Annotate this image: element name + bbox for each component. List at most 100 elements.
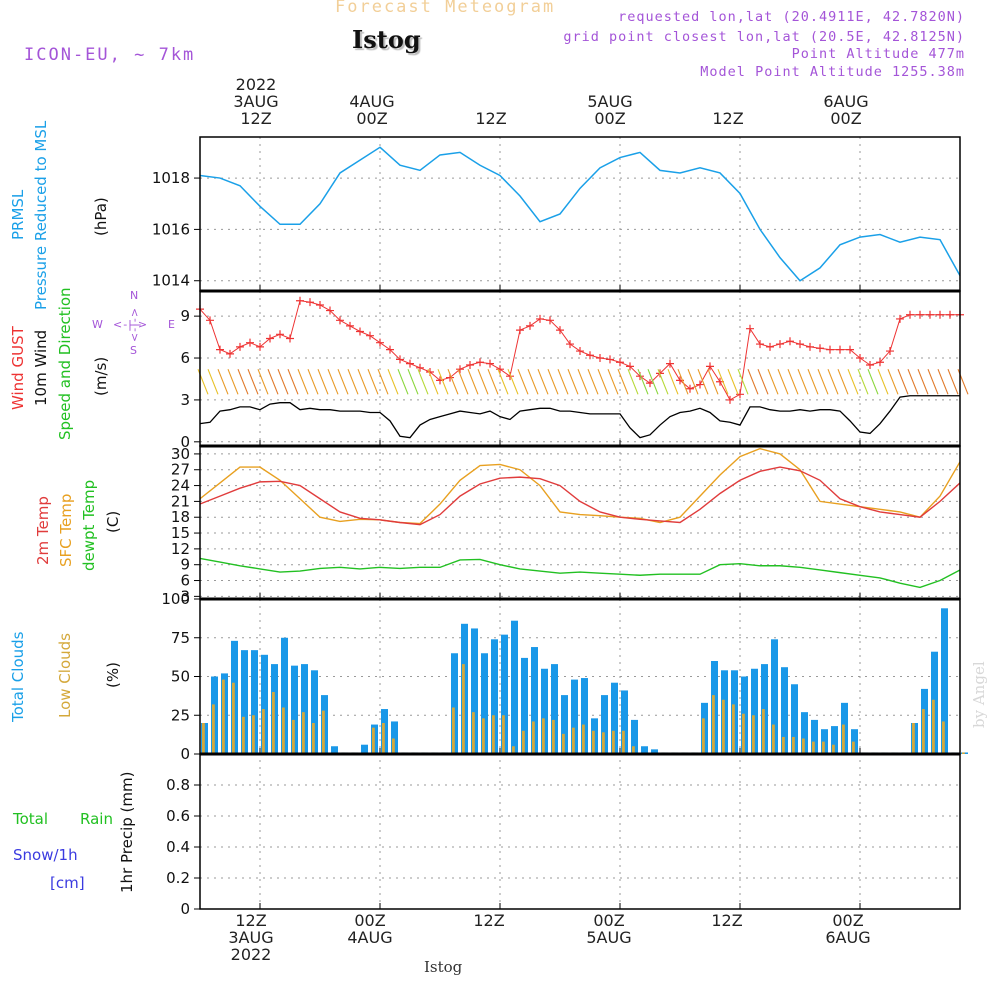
gust-marker-55 xyxy=(746,324,754,333)
total-cloud-bar-57 xyxy=(771,639,778,754)
gust-marker-34 xyxy=(536,314,544,323)
bottom-tick-1: 00Z 4AUG xyxy=(340,912,400,946)
clouds-ytick-label-0: 0 xyxy=(180,745,190,763)
wind-arrow-66 xyxy=(857,368,869,395)
gridpoint-coords: grid point closest lon,lat (20.5E, 42.81… xyxy=(563,29,965,45)
clouds-ytick-label-4: 100 xyxy=(161,590,190,608)
pressure-panel-frame xyxy=(199,136,961,292)
wind-panel-frame xyxy=(199,290,961,447)
model-label: ICON-EU, ~ 7km xyxy=(24,45,196,65)
wind-arrow-62 xyxy=(817,368,829,395)
compass-south: S xyxy=(130,344,137,357)
wind-arrow-31 xyxy=(507,368,519,395)
top-tick-1-date: 4AUG xyxy=(349,92,395,111)
gust-marker-57 xyxy=(766,342,774,351)
wind-arrow-51 xyxy=(707,368,719,395)
gust-marker-26 xyxy=(456,365,464,374)
wind-arrow-38 xyxy=(577,368,589,395)
wind10m-line xyxy=(199,395,960,439)
wind-arrow-61 xyxy=(807,368,819,395)
low-cloud-bar-36 xyxy=(562,733,565,754)
wind-label-unit: (m/s) xyxy=(92,356,110,396)
wind-arrow-48 xyxy=(677,368,689,395)
wind-arrow-59 xyxy=(787,368,799,395)
temp-ytick-label-9: 30 xyxy=(171,445,190,463)
gust-marker-59 xyxy=(786,337,794,346)
gust-marker-71 xyxy=(906,310,914,319)
wind-arrow-21 xyxy=(407,368,419,395)
precip-ytick-label-4: 0.8 xyxy=(166,776,190,794)
top-tick-3: 5AUG 00Z xyxy=(580,93,640,127)
low-cloud-bar-38 xyxy=(582,724,585,754)
total-cloud-bar-44 xyxy=(641,746,648,754)
wind-arrow-22 xyxy=(417,368,429,395)
gust-marker-6 xyxy=(256,342,264,351)
pressure-ytick-label-2: 1018 xyxy=(152,169,190,187)
requested-coords: requested lon,lat (20.4911E, 42.7820N) xyxy=(618,9,965,25)
precip-label-total: Total xyxy=(13,810,49,828)
temp-ytick-label-6: 21 xyxy=(171,492,190,510)
wind-arrow-14 xyxy=(337,368,349,395)
low-cloud-bar-32 xyxy=(522,730,525,754)
low-cloud-bar-18 xyxy=(382,723,385,754)
clouds-label-unit: (%) xyxy=(104,662,122,688)
wind-arrow-69 xyxy=(887,368,899,395)
low-cloud-bar-73 xyxy=(932,699,935,754)
wind-arrow-33 xyxy=(527,368,539,395)
total-cloud-bar-34 xyxy=(541,668,548,754)
gust-marker-64 xyxy=(836,345,844,354)
gust-marker-35 xyxy=(546,316,554,325)
low-cloud-bar-76 xyxy=(962,752,965,754)
wind-arrow-75 xyxy=(947,368,959,395)
low-cloud-bar-29 xyxy=(492,715,495,754)
wind-arrow-43 xyxy=(627,368,639,395)
wind-ytick-label-1: 3 xyxy=(180,391,190,409)
station-name: Istog xyxy=(352,25,421,54)
wind-arrow-1 xyxy=(207,368,219,395)
wind-arrow-50 xyxy=(697,368,709,395)
low-cloud-bar-6 xyxy=(262,709,265,754)
gust-marker-54 xyxy=(736,390,744,399)
wind-ytick-label-2: 6 xyxy=(180,349,190,367)
clouds-label-low: Low Clouds xyxy=(56,633,74,718)
gust-marker-8 xyxy=(276,330,284,339)
bottom-tick-1-date: 4AUG xyxy=(347,928,393,947)
low-cloud-bar-11 xyxy=(312,723,315,754)
low-cloud-bar-40 xyxy=(602,732,605,754)
low-cloud-bar-53 xyxy=(732,704,735,754)
low-cloud-bar-42 xyxy=(622,730,625,754)
top-tick-2-hour: 12Z xyxy=(475,109,507,128)
compass-north: N xyxy=(130,289,139,302)
wind-arrow-26 xyxy=(457,368,469,395)
gust-marker-45 xyxy=(646,379,654,388)
wind-arrow-72 xyxy=(917,368,929,395)
wind-arrow-30 xyxy=(497,368,509,395)
total-cloud-bar-55 xyxy=(751,668,758,754)
gust-marker-9 xyxy=(286,334,294,343)
total-cloud-bar-40 xyxy=(601,695,608,754)
precip-label-rain: Rain xyxy=(80,810,113,828)
total-cloud-bar-25 xyxy=(451,653,458,754)
wind-arrow-52 xyxy=(717,368,729,395)
gust-marker-49 xyxy=(686,384,694,393)
wind-label-10m: 10m Wind xyxy=(32,329,50,406)
gust-marker-53 xyxy=(726,395,734,404)
low-cloud-bar-71 xyxy=(912,723,915,754)
low-cloud-bar-63 xyxy=(832,744,835,754)
wind-arrow-56 xyxy=(757,368,769,395)
wind-arrow-47 xyxy=(667,368,679,395)
total-cloud-bar-5 xyxy=(251,650,258,754)
low-cloud-bar-57 xyxy=(772,724,775,754)
temp-ytick-label-4: 15 xyxy=(171,524,190,542)
gust-marker-3 xyxy=(226,349,234,358)
wind-arrow-65 xyxy=(847,368,859,395)
temp-ytick-label-2: 9 xyxy=(180,556,190,574)
wind-arrow-28 xyxy=(477,368,489,395)
bottom-tick-0-year: 2022 xyxy=(230,945,272,964)
wind-arrow-6 xyxy=(257,368,269,395)
gust-marker-68 xyxy=(876,358,884,367)
low-cloud-bar-27 xyxy=(472,712,475,754)
top-tick-5-hour: 00Z xyxy=(830,109,862,128)
total-cloud-bar-36 xyxy=(561,695,568,754)
wind-arrow-39 xyxy=(587,368,599,395)
